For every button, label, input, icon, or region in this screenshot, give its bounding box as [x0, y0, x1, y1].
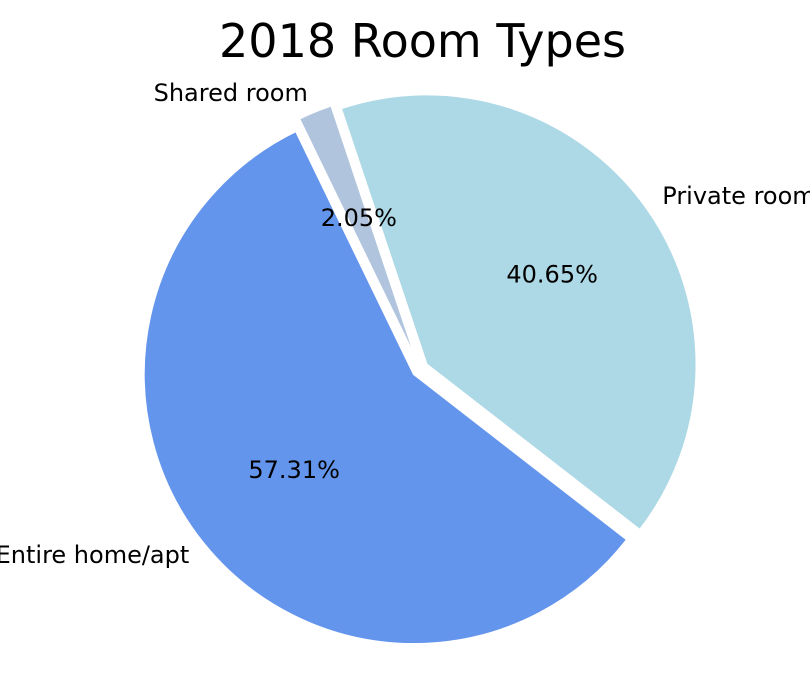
pie-slice-shared-room [297, 104, 418, 363]
slice-percent-label: 57.31% [248, 456, 340, 484]
slice-label: Shared room [154, 79, 308, 107]
chart-title: 2018 Room Types [219, 14, 626, 68]
slice-percent-label: 40.65% [506, 260, 598, 288]
pie-slice-entire-home-apt [142, 129, 629, 646]
slice-percent-label: 2.05% [321, 204, 397, 232]
slice-label: Entire home/apt [0, 541, 189, 569]
pie-slices [142, 93, 698, 646]
pie-labels: Private room 40.65% Entire home/apt 57.31% S… [0, 79, 810, 569]
pie-slice-private-room [339, 93, 698, 532]
slice-label: Private room [662, 182, 810, 210]
